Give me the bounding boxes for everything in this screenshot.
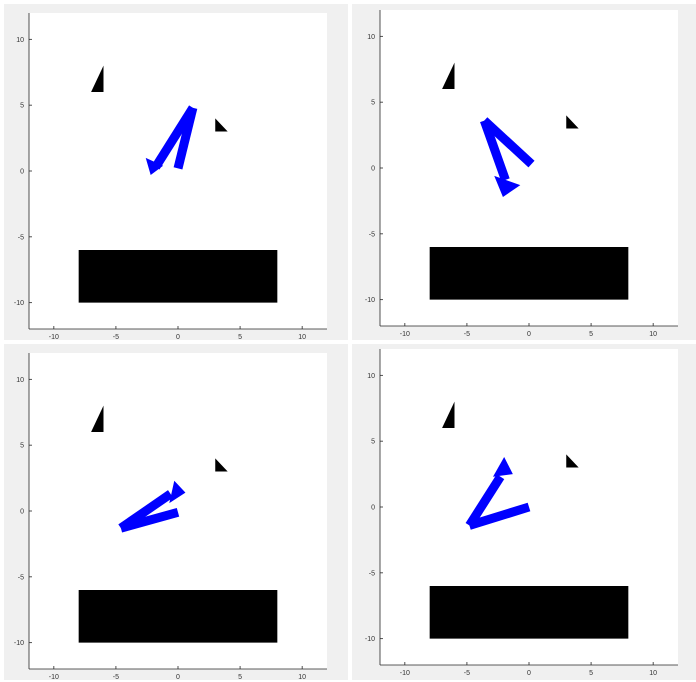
x-tick-label: -10 [49, 334, 59, 340]
x-tick-label: -5 [464, 670, 470, 677]
plot-svg-1: -10 -5 0 5 10 10 5 0 -5 -10 [14, 13, 327, 340]
y-tick-label: -10 [14, 640, 24, 647]
y-tick-label: 10 [367, 373, 375, 380]
robot-arrowhead [492, 456, 513, 477]
y-tick-label: 10 [16, 377, 24, 384]
robot-link-1 [119, 507, 180, 533]
x-tick-label: -10 [49, 674, 59, 680]
x-tick-label: -5 [113, 334, 119, 340]
rectangle-obstacle [78, 590, 278, 643]
rectangle-obstacle [429, 247, 629, 300]
robot-link-1 [468, 502, 531, 530]
y-tick-label: -10 [14, 300, 24, 307]
x-tick-label: 5 [589, 331, 593, 338]
y-tick-label: 5 [371, 100, 375, 107]
robot-link-2 [151, 105, 197, 170]
x-tick-label: 5 [238, 334, 242, 340]
robot-link-2 [480, 119, 510, 182]
y-tick-label: 10 [16, 37, 24, 44]
x-tick-label: -10 [400, 670, 410, 677]
y-tick-label: -10 [365, 297, 375, 304]
y-tick-label: 0 [20, 169, 24, 176]
plot-svg-2: -10 -5 0 5 10 10 5 0 -5 -10 [365, 10, 678, 338]
chart-panel-1: -10 -5 0 5 10 10 5 0 -5 -10 [4, 4, 348, 340]
robot-link-2 [465, 474, 505, 528]
robot-link-1 [173, 106, 198, 170]
x-tick-label: 0 [527, 670, 531, 677]
chart-panel-3: -10 -5 0 5 10 10 5 0 -5 -10 [4, 344, 348, 680]
triangle-obstacle-upper-left [91, 65, 104, 92]
chart-panel-4: -10 -5 0 5 10 10 5 0 -5 -10 [352, 344, 696, 680]
y-tick-label: -5 [18, 574, 24, 581]
y-tick-label: 0 [371, 166, 375, 173]
x-tick-label: 10 [298, 334, 306, 340]
x-tick-label: 5 [238, 674, 242, 680]
rectangle-obstacle [429, 586, 629, 639]
robot-arrowhead [145, 157, 164, 175]
y-tick-label: 10 [367, 34, 375, 41]
x-tick-label: -10 [400, 331, 410, 338]
y-tick-label: -5 [369, 231, 375, 238]
chart-panel-2: -10 -5 0 5 10 10 5 0 -5 -10 [352, 4, 696, 340]
x-tick-label: 0 [176, 674, 180, 680]
x-tick-label: 10 [649, 670, 657, 677]
plot-svg-4: -10 -5 0 5 10 10 5 0 -5 -10 [365, 349, 678, 677]
y-tick-label: 0 [20, 509, 24, 516]
x-tick-label: 10 [298, 674, 306, 680]
robot-link-2 [118, 490, 174, 532]
robot-link-1 [481, 117, 535, 168]
y-tick-label: -5 [369, 570, 375, 577]
rectangle-obstacle [78, 250, 278, 303]
y-tick-label: 5 [20, 443, 24, 450]
y-tick-label: 5 [20, 103, 24, 110]
y-tick-label: 5 [371, 439, 375, 446]
x-tick-label: 5 [589, 670, 593, 677]
x-tick-label: 0 [527, 331, 531, 338]
x-tick-label: 10 [649, 331, 657, 338]
y-tick-label: -10 [365, 636, 375, 643]
y-tick-label: 0 [371, 505, 375, 512]
triangle-obstacle-right [566, 115, 579, 129]
robot-arrowhead [169, 480, 186, 504]
x-tick-label: 0 [176, 334, 180, 340]
plot-svg-3: -10 -5 0 5 10 10 5 0 -5 -10 [14, 353, 327, 680]
x-tick-label: -5 [113, 674, 119, 680]
x-tick-label: -5 [464, 331, 470, 338]
y-tick-label: -5 [18, 234, 24, 241]
